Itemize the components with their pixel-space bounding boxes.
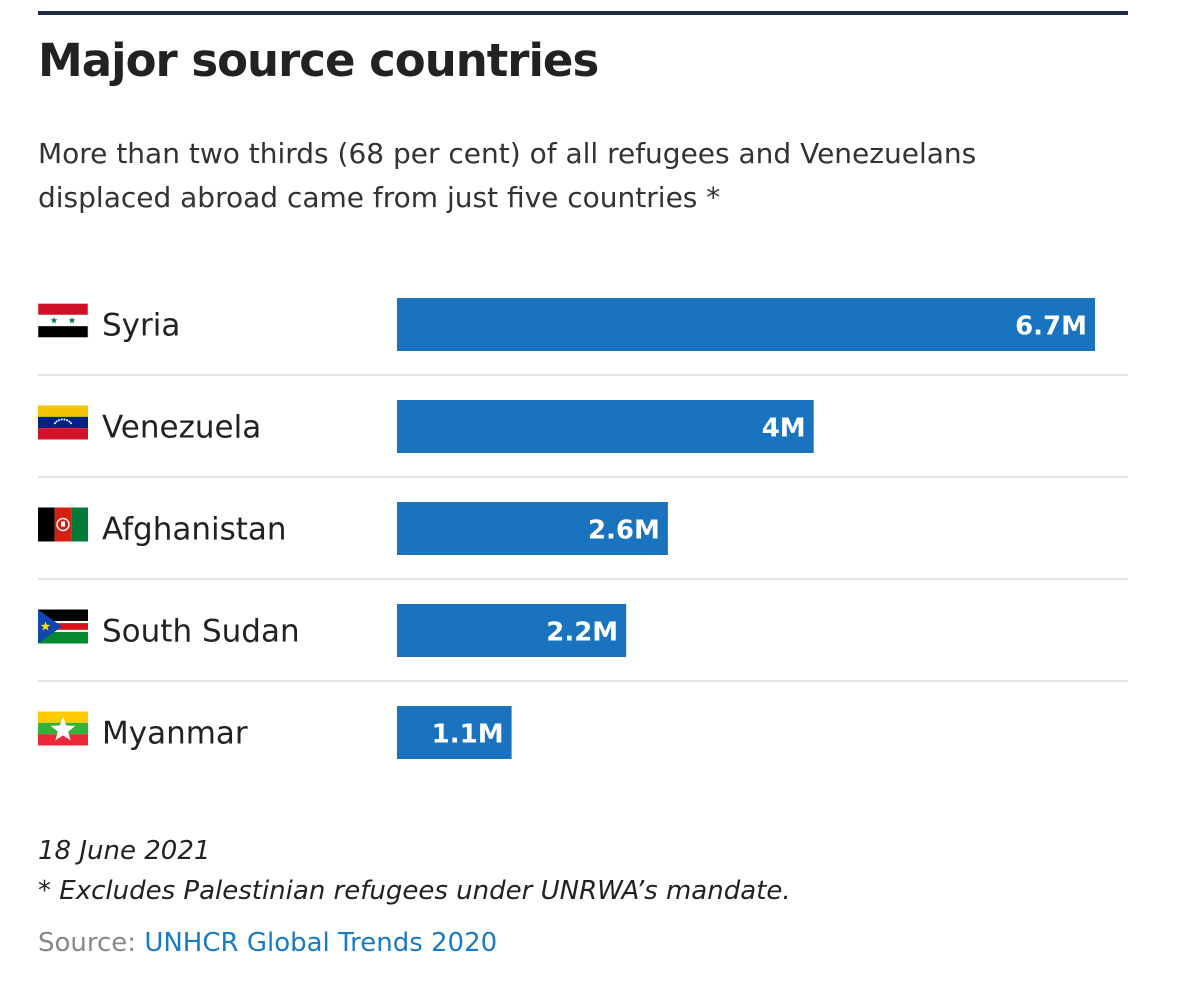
- category-label: Venezuela: [102, 410, 261, 446]
- category-label: Syria: [102, 308, 180, 344]
- bar-value-label: 1.1M: [432, 720, 504, 750]
- category-label: South Sudan: [102, 614, 300, 650]
- venezuela-flag-icon: [38, 405, 88, 440]
- category-label: Afghanistan: [102, 512, 287, 548]
- bar: [397, 298, 1095, 351]
- source-line: Source: UNHCR Global Trends 2020: [38, 928, 497, 958]
- bar: [397, 604, 627, 657]
- bar: [397, 706, 512, 759]
- bar: [397, 502, 668, 555]
- afghanistan-flag-icon: [38, 507, 88, 542]
- bar: [397, 400, 814, 453]
- bar-value-label: 2.6M: [588, 516, 660, 546]
- footnote: * Excludes Palestinian refugees under UN…: [38, 876, 791, 906]
- bar-value-label: 4M: [762, 414, 806, 444]
- source-label: Source:: [38, 928, 137, 958]
- publication-date: 18 June 2021: [38, 836, 211, 866]
- source-link[interactable]: UNHCR Global Trends 2020: [144, 928, 498, 958]
- bar-value-label: 6.7M: [1015, 312, 1087, 342]
- syria-flag-icon: [37, 303, 89, 338]
- chart-title: Major source countries: [38, 34, 599, 87]
- myanmar-flag-icon: [38, 711, 88, 746]
- chart-subtitle: More than two thirds (68 per cent) of al…: [38, 137, 977, 214]
- south-sudan-flag-icon: [38, 609, 88, 644]
- bar-chart: Syria 6.7M Venezuela 4M Afghanistan 2.6M South…: [37, 298, 1128, 759]
- bar-value-label: 2.2M: [546, 618, 618, 648]
- top-rule: [38, 11, 1128, 15]
- category-label: Myanmar: [102, 716, 248, 752]
